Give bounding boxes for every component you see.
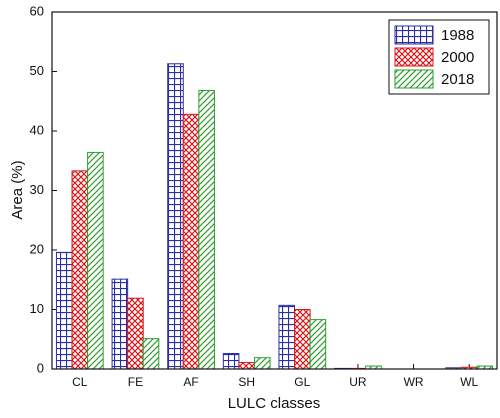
x-tick-label: FE bbox=[128, 375, 143, 389]
y-tick-label: 0 bbox=[37, 360, 44, 375]
bar bbox=[55, 251, 73, 370]
bar bbox=[222, 353, 240, 370]
bar bbox=[167, 63, 184, 370]
bar bbox=[198, 90, 215, 370]
legend-swatch bbox=[394, 47, 434, 67]
legend-swatch bbox=[394, 25, 434, 45]
x-tick-label: CL bbox=[72, 375, 88, 389]
x-tick-label: WR bbox=[404, 375, 424, 389]
x-tick-label: WL bbox=[460, 375, 478, 389]
y-tick-label: 20 bbox=[30, 241, 44, 256]
x-tick-label: AF bbox=[183, 375, 198, 389]
y-tick-label: 10 bbox=[30, 301, 44, 316]
y-axis-title: Area (%) bbox=[9, 160, 26, 219]
x-axis-title: LULC classes bbox=[228, 395, 321, 412]
y-tick-label: 60 bbox=[30, 3, 44, 18]
x-tick-label: GL bbox=[294, 375, 310, 389]
bar bbox=[253, 357, 271, 370]
bar bbox=[111, 278, 129, 370]
bar bbox=[309, 319, 327, 370]
y-tick-label: 50 bbox=[30, 63, 44, 78]
bar bbox=[238, 361, 255, 370]
bar bbox=[142, 338, 160, 370]
legend-label: 2018 bbox=[441, 71, 474, 88]
y-tick-label: 40 bbox=[30, 122, 44, 137]
x-tick-label: SH bbox=[238, 375, 255, 389]
bar bbox=[278, 304, 296, 370]
plot-frame bbox=[51, 11, 498, 370]
bar bbox=[294, 309, 311, 370]
legend-label: 2000 bbox=[441, 49, 474, 66]
x-tick-label: UR bbox=[349, 375, 367, 389]
y-tick-label: 30 bbox=[30, 182, 44, 197]
legend-label: 1988 bbox=[441, 27, 474, 44]
legend-swatch bbox=[394, 69, 434, 89]
bar bbox=[182, 113, 200, 370]
bar bbox=[87, 151, 104, 370]
bar bbox=[71, 170, 89, 370]
bar bbox=[127, 297, 144, 370]
